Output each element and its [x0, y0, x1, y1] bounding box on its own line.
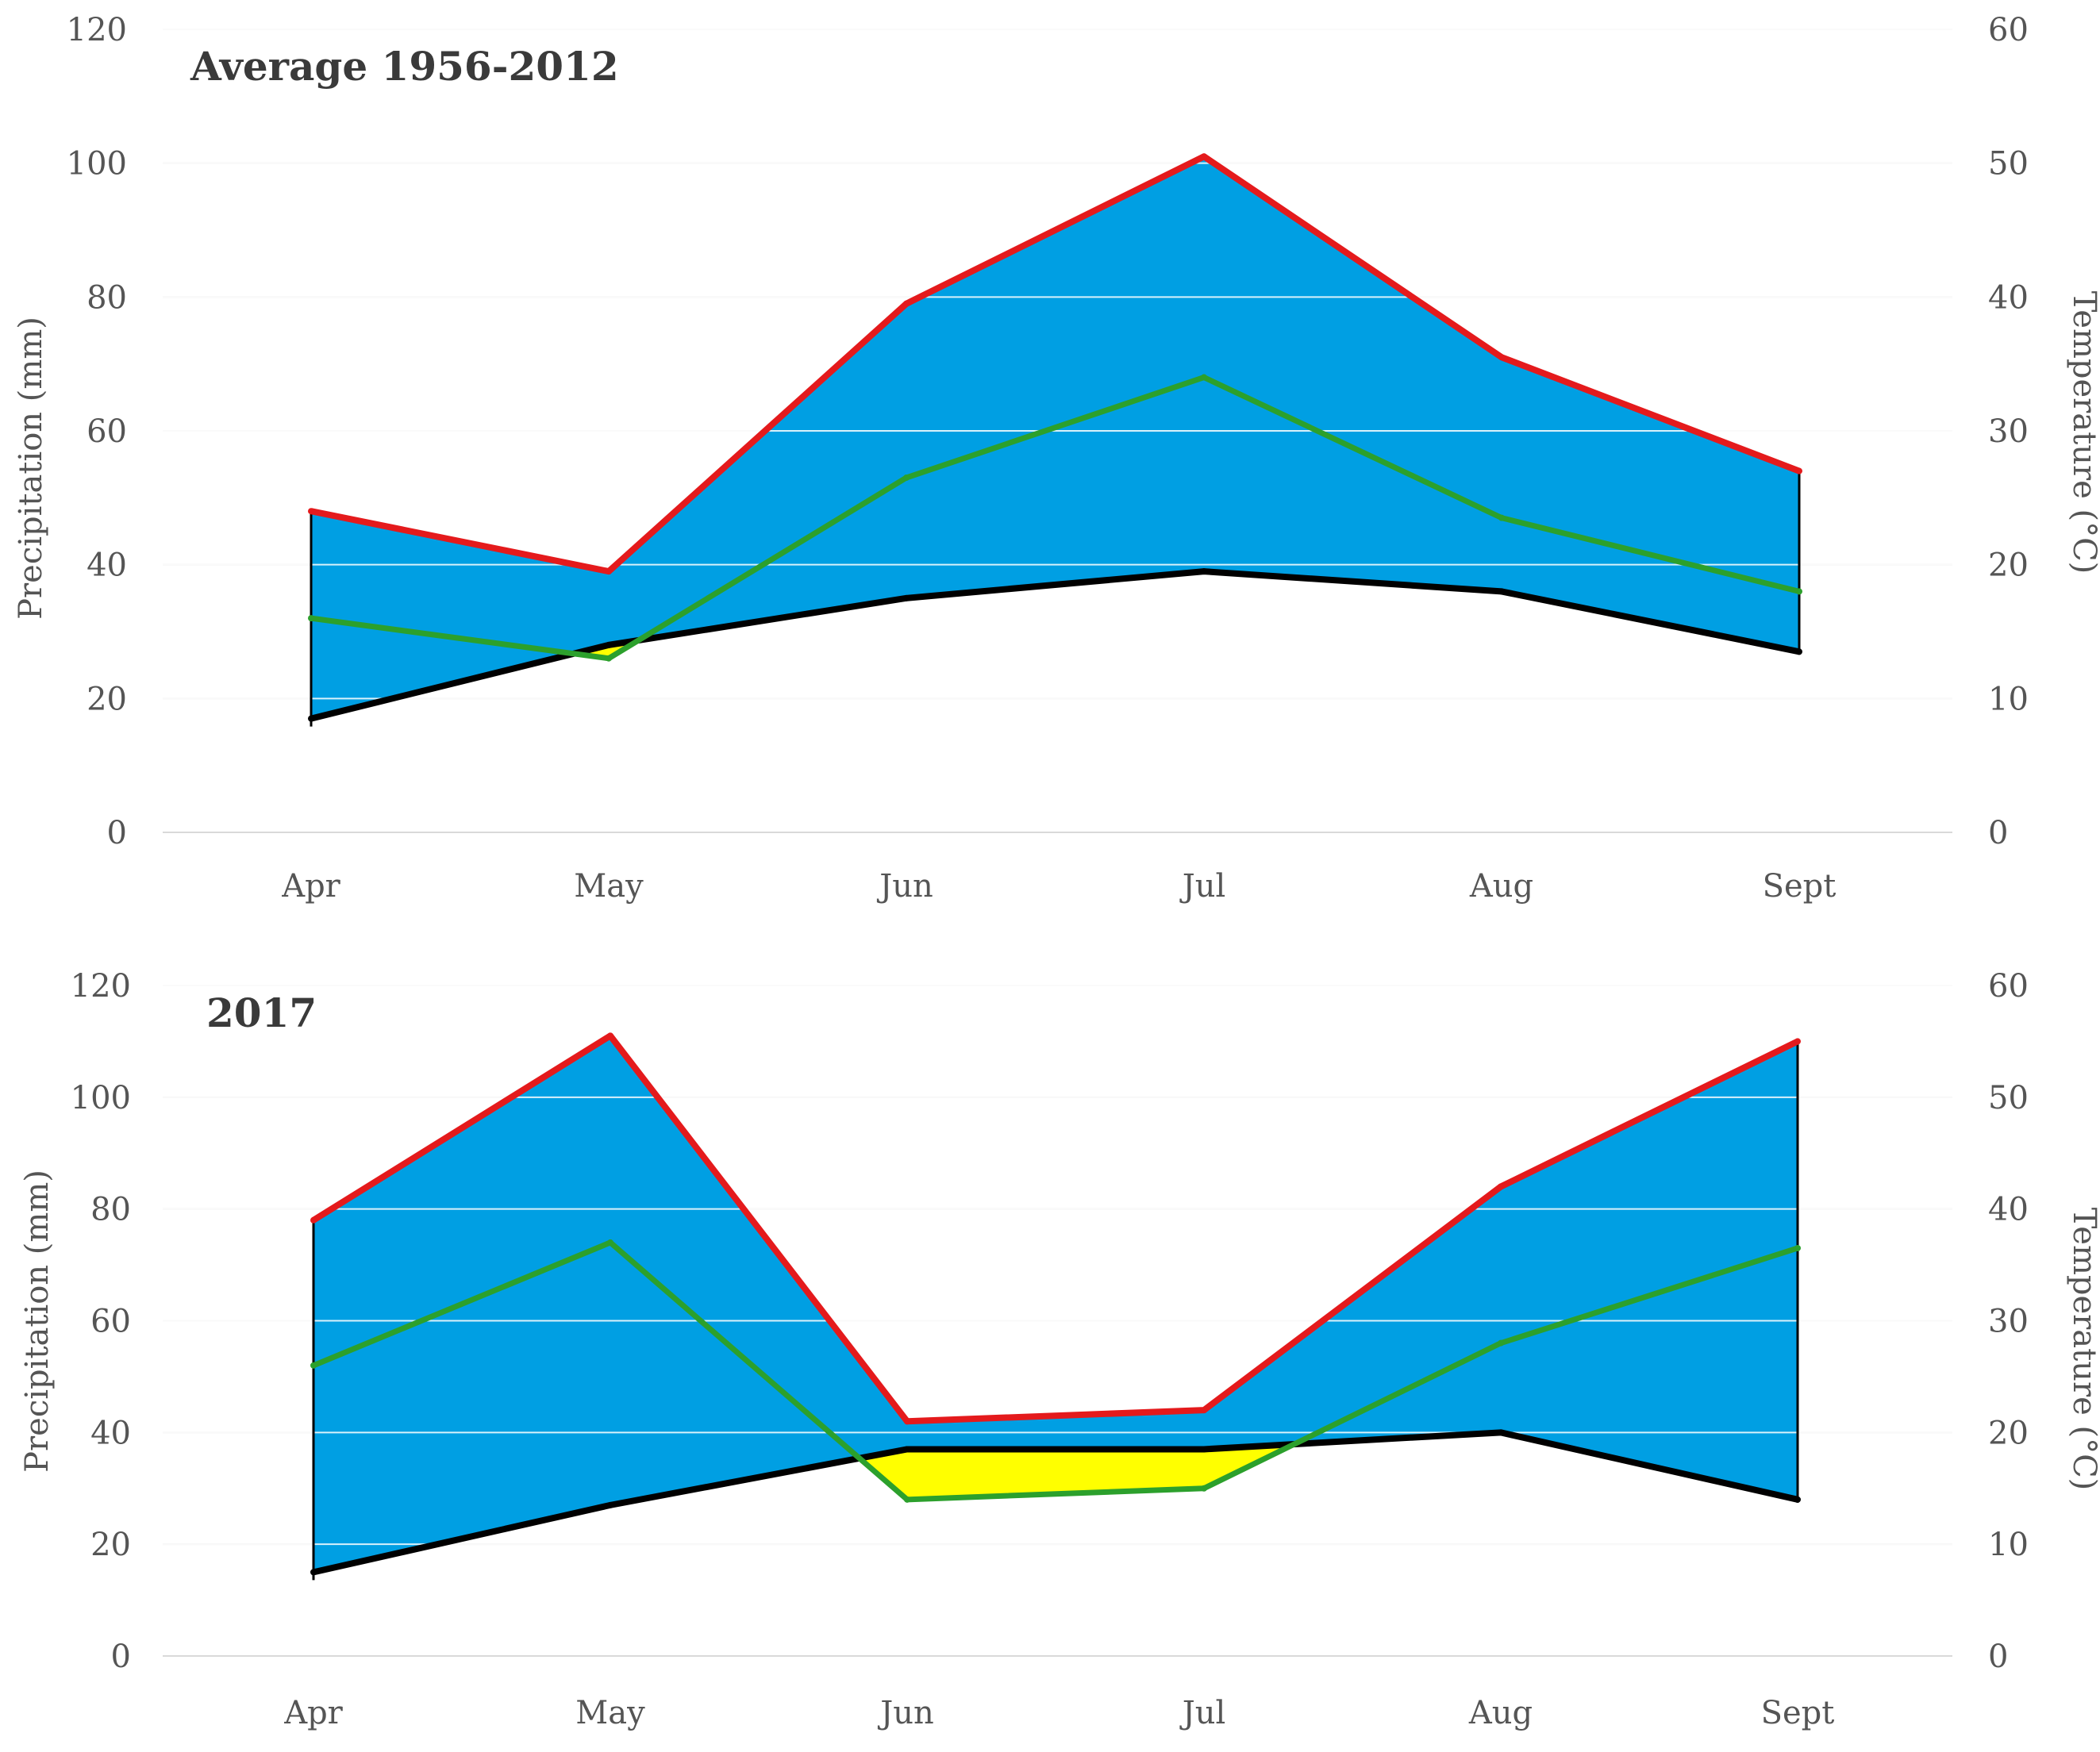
y-tick-label-right: 0: [1988, 815, 2008, 851]
y-tick-label-left: 20: [87, 681, 127, 717]
y-tick-label-right: 40: [1988, 1192, 2029, 1228]
panel-title-average: Average 1956-2012: [190, 43, 619, 90]
mean-temperature-point: [606, 655, 612, 662]
y-tick-label-right: 30: [1988, 413, 2029, 450]
precipitation-point: [903, 300, 910, 307]
mean-temperature-point: [1498, 1339, 1504, 1347]
mean-temperature-point: [308, 615, 314, 622]
min-temperature-line: [310, 568, 1800, 722]
min-temperature-point: [310, 1569, 317, 1576]
mean-temperature-point: [310, 1362, 317, 1369]
panel-average: Average 1956-2012 Precipitation (mm) Tem…: [13, 12, 2100, 905]
x-tick-label: Apr: [283, 1695, 343, 1731]
precipitation-point: [1794, 1038, 1801, 1045]
y-tick-label-right: 60: [1988, 12, 2029, 48]
y-tick-label-left: 120: [67, 12, 127, 48]
min-temperature-point: [1794, 1496, 1801, 1503]
precipitation-point: [607, 1032, 613, 1039]
x-tick-label: Jun: [876, 868, 933, 905]
y-tick-label-right: 50: [1988, 146, 2029, 182]
min-temperature-point: [1201, 568, 1207, 575]
mean-temperature-point: [1201, 374, 1207, 381]
min-temperature-line: [313, 1429, 1798, 1576]
precipitation-line: [310, 153, 1801, 575]
mean-temperature-point: [1201, 1485, 1207, 1492]
x-tick-label: Sept: [1761, 1695, 1835, 1731]
min-temperature-point: [1201, 1446, 1207, 1453]
precipitation-point: [1201, 153, 1207, 160]
min-temperature-point: [606, 641, 612, 648]
x-tick-label: Jun: [877, 1695, 934, 1731]
precipitation-point: [310, 1216, 317, 1224]
y-tick-label-left: 120: [71, 968, 131, 1005]
y-axis-title-left: Precipitation (mm): [19, 1170, 56, 1473]
y-axis-title-right: Temperature (°C): [2066, 1208, 2100, 1491]
min-temperature-point: [903, 594, 910, 601]
y-tick-label-left: 60: [87, 413, 127, 450]
precipitation-area: [313, 1035, 1798, 1573]
min-temperature-point: [1796, 648, 1802, 655]
mean-temperature-point: [903, 474, 910, 482]
y-tick-label-left: 40: [90, 1415, 131, 1451]
y-tick-label-left: 0: [111, 1639, 131, 1675]
x-tick-label: Jul: [1179, 1695, 1226, 1731]
min-temperature-point: [1498, 588, 1505, 595]
precipitation-line: [311, 1032, 1799, 1425]
deficit-area: [907, 1449, 1204, 1500]
precipitation-point: [308, 508, 314, 515]
x-tick-label: May: [574, 868, 644, 905]
mean-temperature-point: [904, 1496, 910, 1503]
y-tick-label-left: 60: [90, 1304, 131, 1340]
y-tick-label-right: 20: [1988, 548, 2029, 584]
panel-title-2017: 2017: [206, 989, 317, 1036]
y-tick-label-right: 50: [1988, 1080, 2029, 1116]
mean-temperature-point: [1796, 588, 1802, 595]
min-temperature-point: [904, 1446, 910, 1453]
min-temperature-point: [1498, 1429, 1504, 1436]
y-tick-label-left: 100: [67, 146, 127, 182]
y-tick-label-right: 40: [1988, 279, 2029, 316]
y-tick-label-right: 60: [1988, 968, 2029, 1005]
precipitation-point: [1201, 1407, 1207, 1414]
mean-temperature-point: [607, 1239, 613, 1246]
precipitation-area: [311, 156, 1799, 719]
y-tick-label-left: 80: [87, 279, 127, 316]
y-tick-label-left: 40: [87, 548, 127, 584]
mean-temperature-line: [312, 1239, 1799, 1503]
panel-2017: 2017 Precipitation (mm) Temperature (°C)…: [19, 968, 2100, 1731]
y-tick-label-left: 80: [90, 1192, 131, 1228]
precipitation-point: [1796, 467, 1802, 474]
x-tick-label: May: [575, 1695, 645, 1731]
y-axis-title-right: Temperature (°C): [2066, 291, 2100, 574]
precipitation-point: [606, 568, 612, 575]
y-tick-label-left: 20: [90, 1527, 131, 1563]
mean-temperature-line: [310, 375, 1800, 662]
y-tick-label-right: 0: [1988, 1639, 2008, 1675]
x-tick-label: Apr: [281, 868, 340, 905]
min-temperature-point: [308, 715, 314, 722]
y-tick-label-left: 100: [71, 1080, 131, 1116]
x-tick-label: Jul: [1179, 868, 1226, 905]
y-tick-label-right: 30: [1988, 1304, 2029, 1340]
y-axis-title-left: Precipitation (mm): [13, 317, 49, 620]
y-tick-label-right: 10: [1988, 681, 2029, 717]
min-temperature-point: [607, 1501, 613, 1508]
x-tick-label: Sept: [1763, 868, 1837, 905]
precipitation-point: [1498, 1183, 1504, 1190]
mean-temperature-point: [1498, 514, 1505, 521]
precipitation-point: [904, 1418, 910, 1425]
precipitation-point: [1498, 354, 1505, 361]
mean-temperature-point: [1794, 1244, 1801, 1251]
y-tick-label-left: 0: [107, 815, 127, 851]
x-tick-label: Aug: [1469, 868, 1533, 905]
y-tick-label-right: 20: [1988, 1415, 2029, 1451]
x-tick-label: Aug: [1468, 1695, 1533, 1731]
y-tick-label-right: 10: [1988, 1527, 2029, 1563]
